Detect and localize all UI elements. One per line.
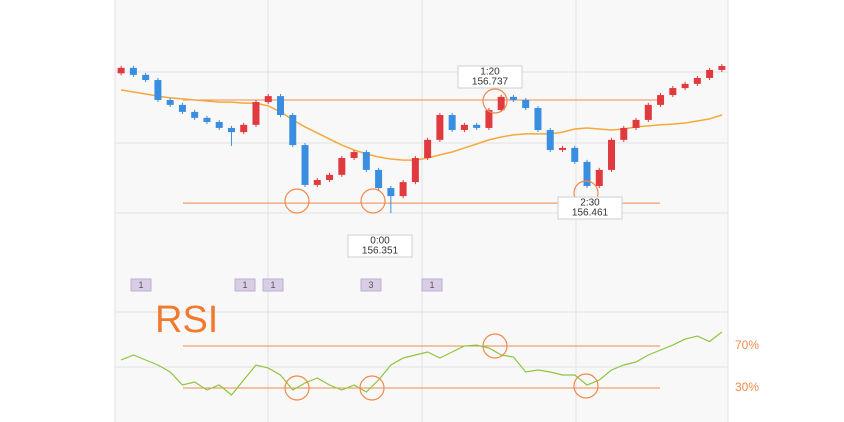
candle-body — [583, 161, 591, 186]
candle-body — [227, 127, 235, 133]
candle-body — [166, 99, 174, 105]
event-marker — [360, 278, 382, 292]
candle-body — [424, 139, 432, 159]
event-label: 1 — [429, 280, 434, 290]
candle-body — [693, 77, 701, 84]
callout-time: 0:00 — [370, 236, 390, 247]
callout-time: 1:20 — [480, 67, 500, 78]
candle-body — [632, 119, 640, 128]
event-marker — [234, 278, 256, 292]
candle-body — [375, 169, 383, 189]
candle-body — [203, 117, 211, 122]
candle-body — [571, 147, 579, 162]
event-marker — [262, 278, 284, 292]
highlight-circle — [360, 188, 386, 214]
event-label: 1 — [138, 280, 143, 290]
candle-body — [473, 124, 481, 128]
candle-body — [608, 139, 616, 170]
rsi-title: RSI — [155, 299, 218, 341]
candle-body — [154, 80, 162, 100]
candle-body — [178, 104, 186, 112]
callout-price: 156.461 — [572, 208, 609, 219]
candle-body — [595, 169, 603, 186]
candle-body — [117, 67, 125, 74]
candle-body — [142, 74, 150, 81]
highlight-circle — [359, 375, 385, 401]
callout-box — [457, 65, 523, 89]
candle-body — [509, 96, 517, 100]
candle-body — [460, 124, 468, 131]
candle-body — [129, 67, 137, 75]
candle-body — [264, 96, 272, 103]
candle-body — [240, 124, 248, 133]
candle-body — [301, 145, 309, 185]
candle-body — [718, 66, 726, 70]
highlight-circle — [482, 333, 508, 359]
candle-body — [485, 110, 493, 128]
event-marker — [130, 278, 152, 292]
event-label: 1 — [242, 280, 247, 290]
candle-body — [546, 130, 554, 150]
candle-body — [436, 115, 444, 140]
highlight-circle — [284, 188, 310, 214]
grid — [114, 0, 729, 422]
candle-body — [620, 127, 628, 140]
candle-body — [522, 99, 530, 109]
candle-body — [399, 182, 407, 197]
candle-body — [644, 104, 652, 120]
candle-body — [289, 115, 297, 146]
candle-body — [326, 174, 334, 181]
candle-body — [448, 115, 456, 131]
event-marker — [421, 278, 443, 292]
candle-body — [362, 152, 370, 170]
candle-body — [706, 69, 714, 78]
candle-body — [558, 147, 566, 150]
candle-body — [215, 121, 223, 128]
event-label: 1 — [270, 280, 275, 290]
candle-body — [338, 158, 346, 175]
candle-body — [277, 96, 285, 116]
event-label: 3 — [368, 280, 373, 290]
rsi-line — [120, 331, 723, 396]
rsi-level-label: 70% — [735, 338, 759, 352]
candle-body — [350, 152, 358, 159]
callout-box — [347, 234, 413, 258]
candle-body — [657, 95, 665, 105]
candle-body — [497, 96, 505, 111]
highlight-circle — [284, 375, 310, 401]
highlight-circle — [573, 373, 599, 399]
candle-body — [669, 88, 677, 96]
callout-box — [557, 196, 623, 220]
callout-price: 156.351 — [362, 246, 399, 257]
candle-body — [681, 83, 689, 89]
candle-body — [191, 111, 199, 118]
candle-body — [534, 108, 542, 131]
rsi-level-label: 30% — [735, 380, 759, 394]
callout-time: 2:30 — [580, 198, 600, 209]
callout-price: 156.737 — [472, 77, 509, 88]
highlight-circle — [482, 88, 508, 114]
candle-body — [387, 188, 395, 197]
candle-body — [411, 158, 419, 183]
candle-body — [313, 180, 321, 185]
candle-body — [252, 102, 260, 125]
